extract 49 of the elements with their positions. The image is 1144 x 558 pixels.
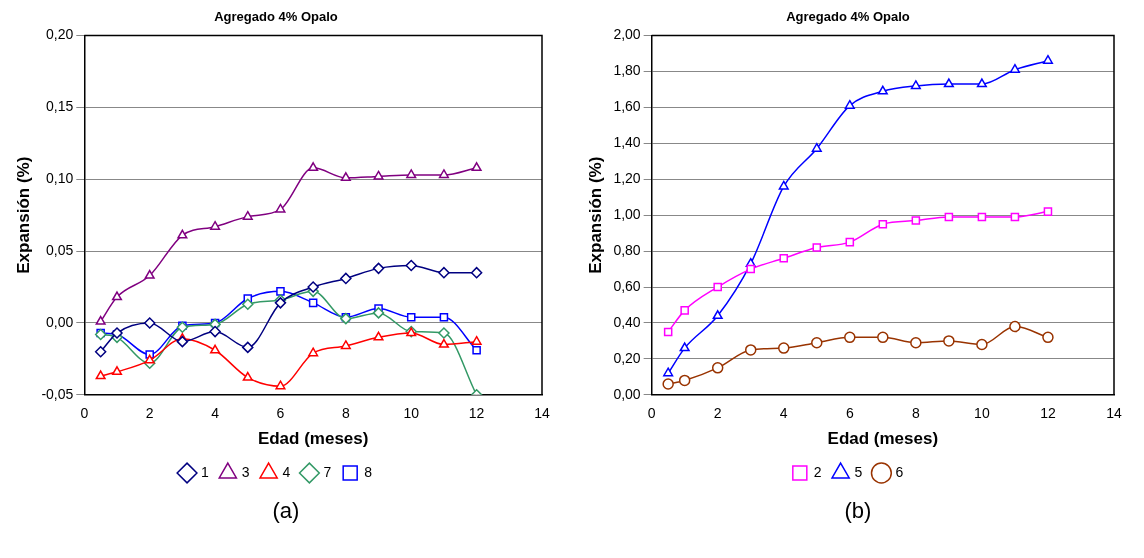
y-tick-label: 0,15 bbox=[46, 98, 74, 115]
y-tick-label: 0,60 bbox=[613, 277, 641, 294]
x-tick-label: 8 bbox=[341, 405, 350, 422]
x-tick-label: 10 bbox=[403, 405, 420, 422]
x-tick-label: 0 bbox=[647, 405, 656, 422]
x-axis-title: Edad (meses) bbox=[827, 429, 939, 449]
x-tick-label: 6 bbox=[845, 405, 854, 422]
x-tick-label: 2 bbox=[145, 405, 154, 422]
y-tick-label: 1,80 bbox=[613, 62, 641, 79]
x-tick-label: 4 bbox=[779, 405, 788, 422]
y-tick-label: 0,00 bbox=[613, 385, 641, 402]
legend-label: 8 bbox=[364, 463, 373, 480]
x-tick-label: 0 bbox=[80, 405, 89, 422]
y-tick-label: 1,00 bbox=[613, 206, 641, 223]
x-tick-label: 8 bbox=[911, 405, 920, 422]
y-tick-label: 1,60 bbox=[613, 98, 641, 115]
legend-label: 3 bbox=[241, 463, 250, 480]
x-tick-label: 2 bbox=[713, 405, 722, 422]
y-tick-label: 0,10 bbox=[46, 170, 74, 187]
x-tick-label: 6 bbox=[276, 405, 285, 422]
y-axis-title: Expansión (%) bbox=[13, 156, 33, 274]
y-tick-label: 0,80 bbox=[613, 241, 641, 258]
text: (b) bbox=[843, 498, 873, 524]
legend-label: 2 bbox=[813, 463, 822, 480]
chart-title: Agregado 4% Opalo bbox=[786, 9, 910, 25]
legend-label: 6 bbox=[895, 463, 904, 480]
legend-label: 5 bbox=[854, 463, 863, 480]
chart-title: Agregado 4% Opalo bbox=[214, 9, 338, 25]
x-axis-title: Edad (meses) bbox=[257, 429, 369, 449]
y-tick-label: 0,00 bbox=[46, 313, 74, 330]
x-tick-label: 12 bbox=[1040, 405, 1056, 422]
y-tick-label: 1,40 bbox=[613, 134, 641, 151]
legend-label: 4 bbox=[282, 463, 291, 480]
x-tick-label: 14 bbox=[534, 405, 550, 422]
y-tick-label: 2,00 bbox=[613, 26, 641, 43]
y-tick-label: 0,20 bbox=[46, 26, 74, 43]
legend-label: 7 bbox=[323, 463, 332, 480]
legend-label: 1 bbox=[201, 463, 210, 480]
y-tick-label: 1,20 bbox=[613, 170, 641, 187]
y-tick-label: 0,20 bbox=[613, 349, 641, 366]
x-tick-label: 12 bbox=[468, 405, 485, 422]
y-axis-title: Expansión (%) bbox=[585, 156, 605, 274]
text: (a) bbox=[271, 498, 301, 524]
x-tick-label: 14 bbox=[1106, 405, 1122, 422]
x-tick-label: 4 bbox=[211, 405, 220, 422]
y-tick-label: 0,05 bbox=[46, 241, 74, 258]
x-tick-label: 10 bbox=[974, 405, 990, 422]
y-tick-label: 0,40 bbox=[613, 313, 641, 330]
y-tick-label: -0,05 bbox=[41, 385, 74, 402]
